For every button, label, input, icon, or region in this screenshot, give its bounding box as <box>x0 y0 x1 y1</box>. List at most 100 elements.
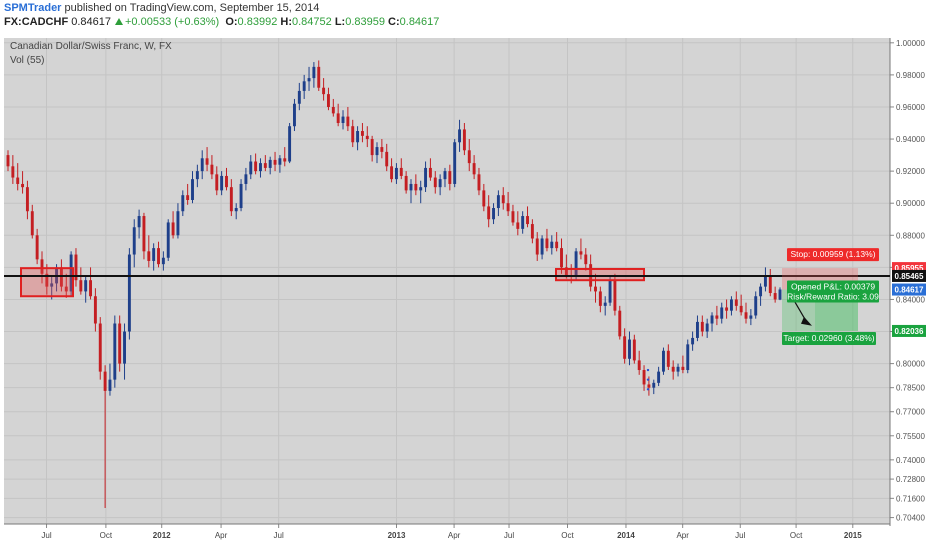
candle-body <box>564 267 568 276</box>
candle-body <box>671 366 675 372</box>
candle-body <box>773 293 777 300</box>
candle-body <box>239 183 243 209</box>
candle-body <box>394 167 398 180</box>
signal-dot <box>646 388 650 391</box>
candle-body <box>84 280 88 292</box>
stop-label-box <box>787 248 879 262</box>
price-tick-label: 0.77000 <box>896 408 925 417</box>
time-tick-label: Oct <box>100 531 113 540</box>
plot-area[interactable] <box>4 38 890 524</box>
price-tick-label: 0.80000 <box>896 360 925 369</box>
candle-body <box>225 175 228 188</box>
time-tick-label: Apr <box>448 531 461 540</box>
candle-body <box>108 379 112 391</box>
pnl-label-box <box>787 280 879 303</box>
symbol-label[interactable]: FX:CADCHF <box>4 16 69 28</box>
candle-body <box>686 344 690 371</box>
resistance-zone-box[interactable] <box>555 267 645 282</box>
time-tick-label: Jul <box>735 531 745 540</box>
candle-body <box>147 251 151 261</box>
close-label: C: <box>388 16 400 28</box>
candle-body <box>482 190 486 207</box>
candle-body <box>93 296 97 324</box>
time-tick-label: Jul <box>41 531 51 540</box>
pnl-label-text: Opened P&L: 0.00379 <box>791 282 875 292</box>
time-tick-label: 2012 <box>153 531 171 540</box>
candle-body <box>744 312 748 319</box>
candle-body <box>501 195 505 204</box>
candle-body <box>360 131 364 136</box>
price-badge-label: 0.85465 <box>895 272 924 281</box>
candle-body <box>123 331 126 364</box>
price-chart[interactable]: 1.00000 0.98000 0.96000 0.94000 0.92000 0.900… <box>0 30 932 550</box>
price-tick-label: 0.78500 <box>896 384 925 393</box>
candle-body <box>462 129 466 151</box>
candle-body <box>448 171 452 184</box>
price-badge <box>892 283 926 296</box>
price-tick-label: 1.00000 <box>896 39 925 48</box>
candle-body <box>278 158 282 165</box>
candle-body <box>181 195 185 212</box>
candle-body <box>322 87 326 95</box>
high-label: H: <box>280 16 292 28</box>
open-label: O: <box>225 16 238 28</box>
last-price: 0.84617 <box>71 16 111 28</box>
candle-body <box>749 315 753 319</box>
candle-body <box>273 159 277 165</box>
author-link[interactable]: SPMTrader <box>4 2 62 14</box>
candle-body <box>647 384 651 388</box>
price-tick-label: 0.75500 <box>896 432 925 441</box>
candle-body <box>79 280 83 292</box>
price-badge <box>892 269 926 282</box>
candle-body <box>768 275 772 294</box>
candle-body <box>390 166 394 180</box>
candle-body <box>186 195 190 200</box>
candle-body <box>152 248 156 261</box>
candle-body <box>521 216 525 229</box>
candle-body <box>157 248 160 265</box>
candle-body <box>297 90 301 104</box>
candle-body <box>550 241 554 249</box>
price-badge-label: 0.84617 <box>895 286 924 295</box>
candle-body <box>414 183 418 191</box>
support-zone-box[interactable] <box>20 267 74 298</box>
time-tick-label: Apr <box>676 531 689 540</box>
candle-body <box>715 315 719 319</box>
candle-body <box>191 179 194 200</box>
candle-body <box>428 167 432 178</box>
quote-line: FX:CADCHF 0.84617 +0.00533 (+0.63%) O:0.8… <box>4 16 439 28</box>
price-tick-label: 0.88000 <box>896 231 925 240</box>
low-label: L: <box>334 16 346 28</box>
candle-body <box>69 254 73 292</box>
candle-body <box>341 116 345 124</box>
time-tick-label: 2015 <box>844 531 862 540</box>
chart-title: Canadian Dollar/Swiss Franc, W, FX <box>10 41 172 52</box>
candle-body <box>6 155 10 167</box>
time-tick-label: 2014 <box>617 531 635 540</box>
candle-body <box>370 139 374 156</box>
candle-body <box>419 187 423 191</box>
candle-body <box>268 159 272 168</box>
candle-body <box>161 257 165 265</box>
candle-body <box>662 350 665 372</box>
price-tick-label: 0.74000 <box>896 456 925 465</box>
candle-body <box>205 158 209 165</box>
candle-body <box>579 251 583 255</box>
candle-body <box>511 211 515 223</box>
candle-body <box>652 382 656 388</box>
candle-body <box>574 251 578 277</box>
publish-line: SPMTrader published on TradingView.com, … <box>4 2 319 14</box>
candle-body <box>254 161 258 172</box>
candle-body <box>477 174 481 191</box>
volume-legend: Vol (55) <box>10 55 45 66</box>
candle-body <box>399 167 403 176</box>
candle-body <box>754 296 758 316</box>
candle-body <box>380 147 384 152</box>
candle-body <box>409 183 413 191</box>
time-tick-label: Jul <box>504 531 514 540</box>
candle-body <box>50 283 54 287</box>
candle-body <box>171 222 175 236</box>
candle-body <box>759 286 763 297</box>
candle-body <box>45 273 49 287</box>
time-tick-label: Jul <box>274 531 284 540</box>
